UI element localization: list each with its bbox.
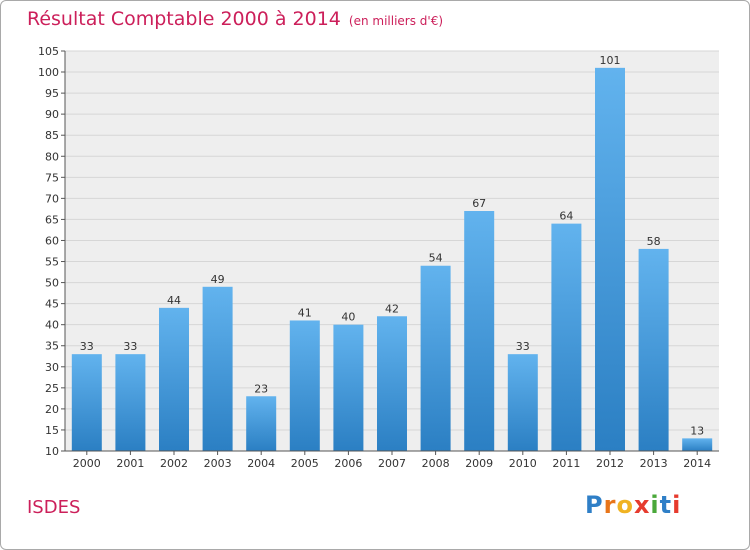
x-axis-ticks: 2000 2001 2002 2003 2004 2005 2006 2007 2008 2009… bbox=[65, 450, 719, 470]
y-tick-label: 10 bbox=[45, 445, 59, 458]
bar-2011 bbox=[551, 223, 582, 451]
y-tick-label: 90 bbox=[45, 108, 59, 121]
data-label-2010: 33 bbox=[516, 340, 530, 353]
x-tick-label: 2001 bbox=[116, 457, 144, 470]
x-tick-label: 2013 bbox=[640, 457, 668, 470]
bar-2012 bbox=[595, 67, 625, 451]
bar-2001 bbox=[115, 354, 146, 451]
bar-2009 bbox=[464, 211, 495, 451]
bar-2003 bbox=[202, 286, 233, 451]
bar-2000 bbox=[71, 354, 102, 451]
data-label-2008: 54 bbox=[429, 252, 443, 265]
y-tick-label: 60 bbox=[45, 234, 59, 247]
y-tick-label: 70 bbox=[45, 192, 59, 205]
chart-title-block: Résultat Comptable 2000 à 2014 (en millie… bbox=[27, 8, 443, 30]
x-tick-label: 2003 bbox=[204, 457, 232, 470]
y-tick-label: 105 bbox=[38, 45, 59, 58]
logo-letter: t bbox=[659, 491, 673, 519]
chart-title: Résultat Comptable 2000 à 2014 bbox=[27, 8, 341, 30]
y-tick-label: 20 bbox=[45, 403, 59, 416]
unit-note: (en milliers d'€) bbox=[348, 14, 444, 28]
commune-name: ISDES bbox=[27, 497, 81, 518]
x-tick-label: 2012 bbox=[596, 457, 624, 470]
bar-2013 bbox=[638, 248, 669, 451]
bars bbox=[71, 67, 713, 451]
x-tick-label: 2002 bbox=[160, 457, 188, 470]
data-label-2001: 33 bbox=[123, 340, 137, 353]
logo-letter: P bbox=[585, 491, 604, 519]
bar-2008 bbox=[420, 265, 451, 451]
data-label-2002: 44 bbox=[167, 294, 181, 307]
y-tick-label: 30 bbox=[45, 361, 59, 374]
data-labels: 33 33 44 49 23 41 40 42 54 67 33 64 101 58 13 bbox=[80, 54, 704, 438]
bar-2007 bbox=[377, 316, 407, 451]
bar-2006 bbox=[333, 324, 364, 451]
logo-letter: i bbox=[672, 491, 682, 519]
y-tick-label: 25 bbox=[45, 382, 59, 395]
logo-letter: i bbox=[650, 491, 660, 519]
y-tick-label: 65 bbox=[45, 213, 59, 226]
x-tick-label: 2010 bbox=[509, 457, 537, 470]
data-label-2011: 64 bbox=[559, 210, 573, 223]
y-tick-label: 15 bbox=[45, 424, 59, 437]
data-label-2005: 41 bbox=[298, 306, 312, 319]
bar-2010 bbox=[507, 354, 538, 451]
x-tick-label: 2005 bbox=[291, 457, 319, 470]
x-tick-label: 2006 bbox=[334, 457, 362, 470]
x-tick-label: 2009 bbox=[465, 457, 493, 470]
y-tick-label: 80 bbox=[45, 150, 59, 163]
x-tick-label: 2014 bbox=[683, 457, 711, 470]
logo-letter: r bbox=[603, 491, 617, 519]
data-label-2009: 67 bbox=[472, 197, 486, 210]
y-tick-label: 95 bbox=[45, 87, 59, 100]
data-label-2006: 40 bbox=[341, 311, 355, 324]
y-tick-label: 50 bbox=[45, 277, 59, 290]
y-tick-label: 100 bbox=[38, 66, 59, 79]
data-label-2000: 33 bbox=[80, 340, 94, 353]
x-tick-label: 2004 bbox=[247, 457, 275, 470]
bar-2005 bbox=[289, 320, 320, 451]
bar-2014 bbox=[682, 438, 713, 451]
data-label-2012: 101 bbox=[600, 54, 621, 67]
x-tick-label: 2000 bbox=[73, 457, 101, 470]
y-tick-label: 85 bbox=[45, 129, 59, 142]
bar-2002 bbox=[159, 307, 189, 451]
data-label-2004: 23 bbox=[254, 382, 268, 395]
logo-letter: o bbox=[616, 491, 634, 519]
x-tick-label: 2011 bbox=[552, 457, 580, 470]
y-tick-label: 75 bbox=[45, 171, 59, 184]
y-tick-label: 40 bbox=[45, 319, 59, 332]
logo-letter: x bbox=[633, 491, 651, 519]
x-tick-label: 2007 bbox=[378, 457, 406, 470]
x-tick-label: 2008 bbox=[422, 457, 450, 470]
data-label-2013: 58 bbox=[647, 235, 661, 248]
y-tick-label: 55 bbox=[45, 256, 59, 269]
bar-2004 bbox=[246, 396, 277, 451]
data-label-2014: 13 bbox=[690, 424, 704, 437]
y-tick-label: 35 bbox=[45, 340, 59, 353]
y-tick-label: 45 bbox=[45, 298, 59, 311]
data-label-2003: 49 bbox=[211, 273, 225, 286]
proxiti-logo: Proxiti bbox=[585, 491, 681, 519]
data-label-2007: 42 bbox=[385, 302, 399, 315]
y-axis-ticks: 10 15 20 25 30 35 40 45 50 55 60 65 70 75 80 85 90 95 100 1… bbox=[38, 45, 66, 458]
